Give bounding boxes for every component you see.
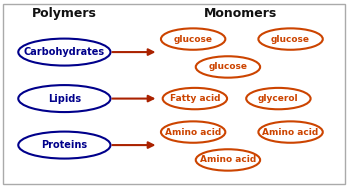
- Text: Amino acid: Amino acid: [165, 128, 221, 137]
- Text: Amino acid: Amino acid: [262, 128, 319, 137]
- Ellipse shape: [18, 39, 111, 66]
- Text: Carbohydrates: Carbohydrates: [24, 47, 105, 57]
- Ellipse shape: [163, 88, 227, 109]
- Text: Fatty acid: Fatty acid: [169, 94, 220, 103]
- Ellipse shape: [18, 132, 111, 158]
- Ellipse shape: [258, 121, 323, 143]
- Ellipse shape: [196, 149, 260, 171]
- Text: glucose: glucose: [271, 35, 310, 44]
- Text: glucose: glucose: [208, 62, 247, 71]
- Text: Polymers: Polymers: [32, 7, 97, 20]
- Ellipse shape: [196, 56, 260, 78]
- Text: Proteins: Proteins: [41, 140, 87, 150]
- Ellipse shape: [161, 28, 226, 50]
- Ellipse shape: [161, 121, 226, 143]
- Text: glycerol: glycerol: [258, 94, 299, 103]
- Text: glucose: glucose: [174, 35, 213, 44]
- Ellipse shape: [18, 85, 111, 112]
- Ellipse shape: [258, 28, 323, 50]
- FancyBboxPatch shape: [3, 4, 345, 184]
- Ellipse shape: [246, 88, 311, 109]
- Text: Monomers: Monomers: [204, 7, 277, 20]
- Text: Lipids: Lipids: [48, 94, 81, 104]
- Text: Amino acid: Amino acid: [200, 155, 256, 164]
